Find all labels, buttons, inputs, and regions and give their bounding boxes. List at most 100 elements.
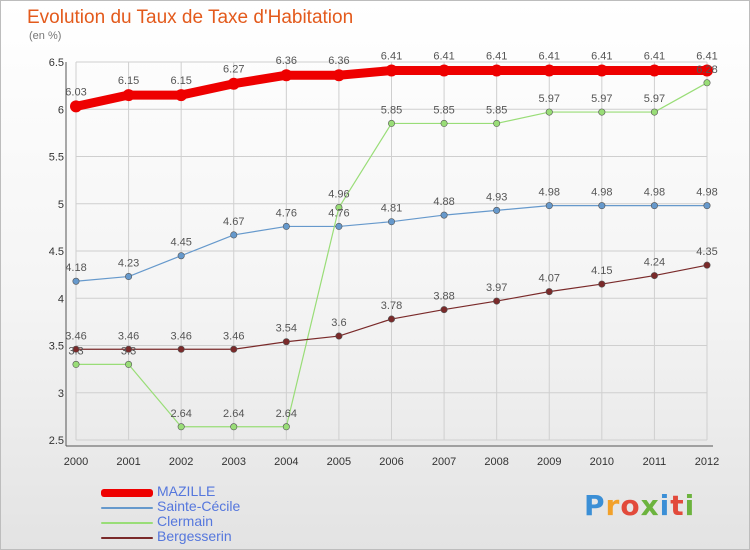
- y-tick-label: 6.5: [49, 57, 64, 69]
- data-label: 4.98: [591, 187, 612, 199]
- data-point: [598, 108, 606, 116]
- chart-unit-label: (en %): [29, 30, 62, 42]
- data-label: 3.3: [121, 345, 136, 357]
- data-point: [650, 272, 658, 280]
- data-point: [701, 64, 713, 77]
- data-point: [440, 306, 448, 314]
- y-tick-label: 4.5: [49, 246, 64, 258]
- data-label: 3.46: [65, 330, 86, 342]
- legend-item-mazille: MAZILLE: [101, 483, 341, 500]
- data-label: 4.81: [381, 203, 402, 215]
- data-point: [125, 345, 133, 353]
- x-tick-label: 2010: [590, 456, 614, 468]
- data-point: [490, 64, 503, 77]
- data-point: [543, 64, 556, 77]
- data-label: 4.98: [539, 187, 560, 199]
- data-label: 4.98: [696, 187, 717, 199]
- legend-label: Sainte-Cécile: [157, 498, 241, 514]
- data-label: 4.45: [170, 237, 191, 249]
- legend-item-sainte-cecile: Sainte-Cécile: [101, 498, 341, 515]
- data-point: [438, 64, 451, 77]
- data-label: 3.46: [170, 330, 191, 342]
- data-point: [125, 360, 133, 368]
- y-tick-label: 5.5: [49, 152, 64, 164]
- logo-letter: r: [605, 489, 621, 522]
- data-point: [387, 218, 395, 226]
- data-point: [545, 108, 553, 116]
- data-label: 4.35: [696, 246, 717, 258]
- x-tick-label: 2003: [222, 456, 246, 468]
- data-point: [282, 222, 290, 230]
- data-label: 4.15: [591, 265, 612, 277]
- data-point: [335, 222, 343, 230]
- data-point: [650, 202, 658, 210]
- data-point: [650, 108, 658, 116]
- data-point: [595, 64, 608, 77]
- data-point: [440, 119, 448, 127]
- legend-label: Clermain: [157, 513, 214, 529]
- x-tick-label: 2011: [643, 456, 667, 468]
- data-point: [385, 64, 398, 77]
- logo-letter: i: [659, 489, 671, 522]
- x-tick-label: 2000: [64, 456, 88, 468]
- legend-label: MAZILLE: [157, 483, 216, 499]
- data-label: 6.41: [486, 51, 507, 63]
- data-label: 6.28: [696, 64, 717, 76]
- data-label: 4.98: [644, 187, 665, 199]
- logo-letter: P: [584, 489, 606, 522]
- data-point: [545, 288, 553, 296]
- data-label: 6.15: [170, 75, 191, 87]
- legend-swatch: [101, 507, 153, 509]
- data-label: 4.18: [65, 262, 86, 274]
- data-point: [387, 119, 395, 127]
- data-label: 5.97: [539, 93, 560, 105]
- data-label: 3.88: [433, 291, 454, 303]
- data-point: [177, 252, 185, 260]
- data-point: [230, 345, 238, 353]
- data-label: 6.03: [65, 86, 86, 98]
- y-tick-label: 3.5: [49, 341, 64, 353]
- data-label: 3.46: [118, 330, 139, 342]
- x-tick-label: 2005: [327, 456, 351, 468]
- data-label: 4.67: [223, 216, 244, 228]
- x-tick-label: 2002: [169, 456, 193, 468]
- data-point: [72, 360, 80, 368]
- legend: MAZILLE Sainte-Cécile Clermain Bergesser…: [101, 483, 341, 545]
- data-label: 6.41: [381, 51, 402, 63]
- data-label: 6.27: [223, 64, 244, 76]
- data-label: 4.76: [328, 207, 349, 219]
- data-label: 4.88: [433, 196, 454, 208]
- data-label: 4.23: [118, 258, 139, 270]
- data-point: [493, 206, 501, 214]
- data-point: [230, 423, 238, 431]
- data-label: 3.97: [486, 282, 507, 294]
- legend-swatch: [101, 537, 153, 539]
- legend-item-bergesserin: Bergesserin: [101, 528, 341, 545]
- legend-item-clermain: Clermain: [101, 513, 341, 530]
- x-tick-label: 2012: [695, 456, 719, 468]
- data-label: 6.41: [591, 51, 612, 63]
- legend-label: Bergesserin: [157, 528, 232, 544]
- data-label: 4.24: [644, 257, 665, 269]
- data-label: 5.85: [381, 104, 402, 116]
- data-point: [703, 202, 711, 210]
- data-label: 5.85: [486, 104, 507, 116]
- data-label: 6.15: [118, 75, 139, 87]
- data-point: [387, 315, 395, 323]
- data-label: 5.97: [644, 93, 665, 105]
- logo-letter: o: [620, 489, 641, 522]
- y-tick-label: 5: [58, 199, 64, 211]
- data-point: [545, 202, 553, 210]
- proxiti-logo: Proxiti: [584, 489, 695, 522]
- x-tick-label: 2008: [484, 456, 508, 468]
- data-label: 5.97: [591, 93, 612, 105]
- data-point: [122, 89, 135, 102]
- data-point: [175, 89, 188, 102]
- data-label: 3.6: [331, 317, 346, 329]
- data-point: [177, 423, 185, 431]
- logo-letter: t: [670, 489, 685, 522]
- x-tick-label: 2004: [274, 456, 298, 468]
- data-label: 2.64: [170, 408, 191, 420]
